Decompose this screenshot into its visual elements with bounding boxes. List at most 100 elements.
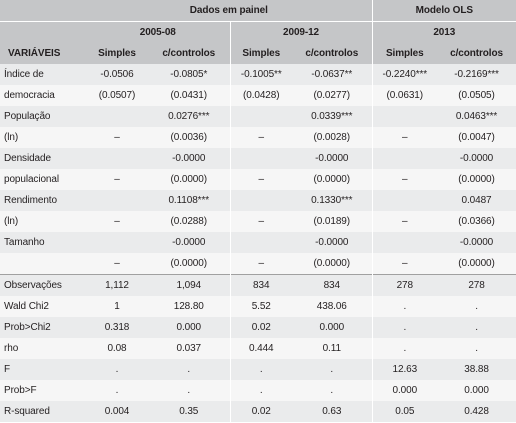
table-row: Observações 1,112 1,094 834 834 278 278 [0,274,516,296]
table-cell: (0.0000) [437,253,516,275]
table-cell: -0.0637** [292,64,373,85]
group-header-panel: Dados em painel [86,0,373,22]
row-label: Observações [0,274,86,296]
table-cell: 0.08 [86,338,148,359]
table-cell: . [229,359,292,380]
table-cell: -0.0000 [437,232,516,253]
period-header-2: 2009-12 [229,21,373,43]
table-cell: 1,112 [86,274,148,296]
table-cell: . [371,296,438,317]
table-cell: (0.0036) [148,127,230,148]
table-cell: (0.0505) [437,85,516,106]
table-cell: . [86,380,148,401]
row-header-label: VARIÁVEIS [0,43,86,64]
table-cell: 0.004 [86,401,148,422]
table-row: (ln) – (0.0036) – (0.0028) – (0.0047) [0,127,516,148]
row-label: Prob>Chi2 [0,317,86,338]
table-cell: -0.0506 [86,64,148,85]
table-row: democracia (0.0507) (0.0431) (0.0428) (0.027… [0,85,516,106]
table-row: Prob>F.... 0.000 0.000 [0,380,516,401]
table-cell: (0.0431) [148,85,230,106]
period-header-1: 2005-08 [86,21,230,43]
table-cell: . [292,380,373,401]
column-header: c/controlos [437,43,516,64]
table-cell: . [229,380,292,401]
table-cell [371,190,438,211]
table-cell: (0.0000) [148,169,230,190]
header-group-row: Dados em painel Modelo OLS [0,0,516,22]
table-cell [371,148,438,169]
row-label: (ln) [0,211,86,232]
table-header: Dados em painel Modelo OLS 2005-08 2009-… [0,0,516,64]
table-cell [229,232,292,253]
table-cell: 128.80 [148,296,230,317]
table-cell: -0.0000 [148,232,230,253]
row-label: Prob>F [0,380,86,401]
table-cell: 438.06 [292,296,373,317]
table-cell: -0.2169*** [437,64,516,85]
period-header-3: 2013 [371,21,516,43]
header-column-row: VARIÁVEIS Simples c/controlos Simples c/… [0,43,516,64]
table-row: populacional – (0.0000) – (0.0000) – (0.0000) [0,169,516,190]
row-label: Rendimento [0,190,86,211]
table-cell: (0.0277) [292,85,373,106]
table-cell: . [148,380,230,401]
header-empty-cell [0,0,86,22]
table-cell: (0.0000) [292,169,373,190]
table-cell: . [371,317,438,338]
table-cell [371,106,438,127]
table-cell: . [86,359,148,380]
table-cell: 0.05 [371,401,438,422]
table-cell: -0.0000 [437,148,516,169]
table-row: F.... 12.63 38.88 [0,359,516,380]
header-period-row: 2005-08 2009-12 2013 [0,21,516,43]
table-cell: . [371,338,438,359]
row-label: Tamanho [0,232,86,253]
table-row: R-squared 0.004 0.35 0.02 0.63 0.05 0.428 [0,401,516,422]
table-cell: 0.1108*** [148,190,230,211]
table-row: Prob>Chi2 0.318 0.000 0.02 0.000.. [0,317,516,338]
table-cell: 0.428 [437,401,516,422]
table-row: Rendimento 0.1108*** 0.1330*** 0.0487 [0,190,516,211]
header-empty-cell [0,21,86,43]
table-cell: 0.444 [229,338,292,359]
table-cell: 0.318 [86,317,148,338]
group-header-ols: Modelo OLS [371,0,516,22]
table-cell: 0.000 [437,380,516,401]
table-cell: – [229,127,292,148]
row-label: População [0,106,86,127]
row-label: Densidade [0,148,86,169]
table-cell: – [371,253,438,275]
table-cell [229,190,292,211]
column-header: Simples [86,43,148,64]
table-cell: (0.0189) [292,211,373,232]
table-cell: – [371,169,438,190]
table-cell: . [437,338,516,359]
column-header: c/controlos [148,43,230,64]
table-cell: 1,094 [148,274,230,296]
table-cell: 0.000 [148,317,230,338]
table-cell: -0.0000 [292,232,373,253]
row-label: F [0,359,86,380]
row-label: Wald Chi2 [0,296,86,317]
table-cell: 0.000 [292,317,373,338]
table-cell: 278 [437,274,516,296]
table-cell [371,232,438,253]
row-label: (ln) [0,127,86,148]
row-label: democracia [0,85,86,106]
table-cell: (0.0000) [148,253,230,275]
table-cell: 1 [86,296,148,317]
table-cell: (0.0288) [148,211,230,232]
table-cell: (0.0631) [371,85,438,106]
table-cell: 0.11 [292,338,373,359]
column-header: c/controlos [292,43,373,64]
table-cell [229,148,292,169]
row-label: Índice de [0,64,86,85]
table-cell: – [86,253,148,275]
table-cell: 0.0339*** [292,106,373,127]
column-header: Simples [229,43,292,64]
table-cell: -0.0805* [148,64,230,85]
table-cell: . [292,359,373,380]
table-cell [86,148,148,169]
table-row: rho 0.08 0.037 0.444 0.11.. [0,338,516,359]
